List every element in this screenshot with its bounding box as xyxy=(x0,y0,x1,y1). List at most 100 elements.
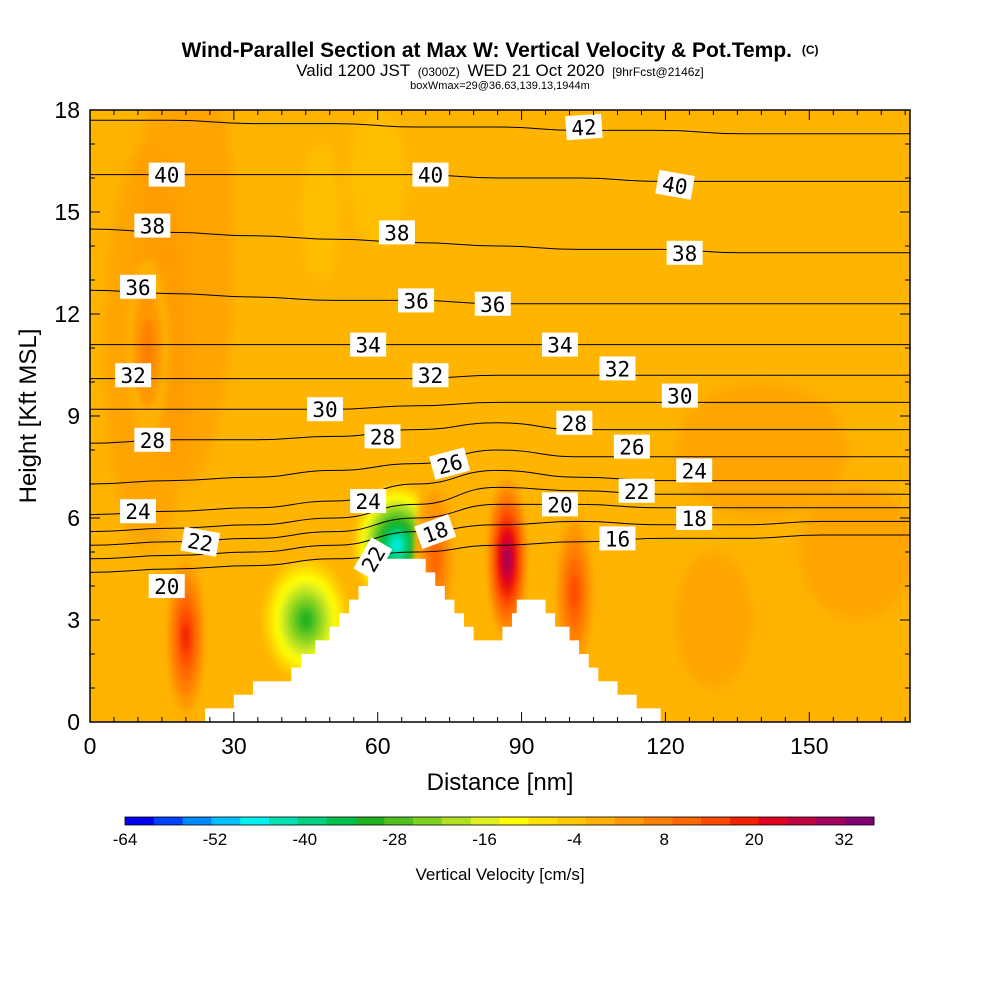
isentrope-20 xyxy=(90,503,910,546)
contour-label-box xyxy=(350,332,387,357)
colorbar-swatch xyxy=(125,817,155,825)
colorbar-tick-label: -52 xyxy=(203,830,228,849)
contour-label-26: 26 xyxy=(429,447,471,480)
isentrope-32 xyxy=(90,374,910,380)
colorbar-tick-label: 8 xyxy=(660,830,669,849)
colorbar-tick-label: -28 xyxy=(382,830,407,849)
colorbar-swatch xyxy=(355,817,385,825)
contour-label-text: 32 xyxy=(418,364,443,388)
contour-label-28: 28 xyxy=(364,424,401,449)
chart-subtitle-box: boxWmax=29@36.63,139.13,1944m xyxy=(410,80,590,92)
w-contour-band xyxy=(300,612,312,628)
contour-label-text: 28 xyxy=(140,429,165,453)
contour-label-text: 20 xyxy=(154,575,179,599)
contour-label-box xyxy=(599,526,636,551)
isentrope-26 xyxy=(90,449,910,485)
x-tick-label: 0 xyxy=(84,733,97,759)
contour-label-text: 40 xyxy=(154,164,179,188)
contour-label-box xyxy=(134,213,171,238)
contour-label-42: 42 xyxy=(565,113,603,141)
colorbar-swatch xyxy=(269,817,299,825)
contour-label-box xyxy=(599,356,636,381)
contour-label-box xyxy=(618,478,655,503)
contour-label-box xyxy=(115,363,152,388)
contour-label-text: 28 xyxy=(370,425,395,449)
colorbar-swatch xyxy=(845,817,875,825)
contour-label-text: 18 xyxy=(682,507,707,531)
colorbar-swatch xyxy=(470,817,500,825)
colorbar-tick-label: -64 xyxy=(113,830,138,849)
isentrope-22 xyxy=(90,486,910,533)
isentrope-18 xyxy=(90,520,910,560)
colorbar-tick-label: -4 xyxy=(567,830,582,849)
contour-label-34: 34 xyxy=(350,332,387,358)
contour-label-text: 32 xyxy=(121,364,146,388)
contour-label-text: 34 xyxy=(355,334,380,358)
contour-label-text: 22 xyxy=(186,529,215,557)
contour-label-box xyxy=(119,274,156,299)
contour-label-box xyxy=(655,169,695,200)
contour-label-26: 26 xyxy=(613,434,650,460)
contour-label-box xyxy=(119,499,156,524)
colorbar-title: Vertical Velocity [cm/s] xyxy=(415,865,584,884)
terrain xyxy=(90,558,910,722)
w-contour-band xyxy=(429,536,441,581)
colorbar-swatch xyxy=(557,817,587,825)
y-tick-label: 9 xyxy=(67,403,80,429)
contour-label-text: 40 xyxy=(418,164,443,188)
x-axis: 0 30 60 90 120 150 xyxy=(84,110,906,759)
contour-label-34: 34 xyxy=(541,332,578,358)
contour-label-text: 34 xyxy=(547,334,572,358)
contour-label-32: 32 xyxy=(412,363,449,388)
isentrope-24 xyxy=(90,469,910,516)
contour-label-32: 32 xyxy=(115,363,152,388)
y-tick-label: 15 xyxy=(54,199,80,225)
contour-label-box xyxy=(364,424,401,449)
w-background-patch xyxy=(348,110,407,246)
contour-label-box xyxy=(148,574,185,598)
colorbar-frame xyxy=(124,816,875,826)
x-tick-label: 60 xyxy=(365,733,391,759)
contour-label-text: 40 xyxy=(660,172,689,200)
colorbar: -64 -52 -40 -28 -16 -4 8 20 32 xyxy=(113,816,875,849)
contour-label-38: 38 xyxy=(134,213,171,239)
colorbar-swatch xyxy=(729,817,760,825)
contour-label-text: 20 xyxy=(547,493,572,517)
contour-label-box xyxy=(412,363,449,388)
contour-label-box xyxy=(180,526,221,557)
x-tick-label: 30 xyxy=(221,733,247,759)
contour-label-22: 22 xyxy=(618,478,655,504)
w-background-patch xyxy=(799,484,910,620)
contour-label-36: 36 xyxy=(119,274,156,300)
contour-label-36: 36 xyxy=(474,291,511,317)
colorbar-swatch xyxy=(182,817,212,825)
contour-label-22: 22 xyxy=(180,526,221,557)
contour-label-text: 38 xyxy=(140,215,165,239)
w-background-patch xyxy=(300,144,340,280)
x-tick-label: 120 xyxy=(646,733,684,759)
contour-label-28: 28 xyxy=(556,410,593,436)
x-tick-label: 90 xyxy=(509,733,535,759)
w-contour-band xyxy=(182,622,190,652)
contour-label-box xyxy=(541,492,578,517)
colorbar-swatch xyxy=(297,817,328,825)
colorbar-tick-label: -40 xyxy=(292,830,317,849)
contour-label-text: 42 xyxy=(571,115,598,141)
contour-label-20: 20 xyxy=(541,492,578,517)
contour-label-box xyxy=(474,291,511,316)
contour-label-text: 32 xyxy=(605,357,630,381)
isentrope-30 xyxy=(90,401,910,410)
chart-title: Wind-Parallel Section at Max W: Vertical… xyxy=(181,39,818,62)
contour-label-38: 38 xyxy=(378,220,415,245)
colorbar-tick-label: 32 xyxy=(835,830,854,849)
contour-label-text: 24 xyxy=(682,459,707,483)
contour-label-18: 18 xyxy=(676,506,713,531)
y-tick-label: 6 xyxy=(67,505,80,531)
colorbar-swatch xyxy=(614,817,645,825)
vertical-velocity-field xyxy=(104,110,910,722)
colorbar-swatch xyxy=(672,817,702,825)
isentrope-38 xyxy=(90,228,910,254)
colorbar-swatch xyxy=(326,817,356,825)
contour-label-40: 40 xyxy=(148,162,185,188)
contour-label-box xyxy=(134,427,171,452)
